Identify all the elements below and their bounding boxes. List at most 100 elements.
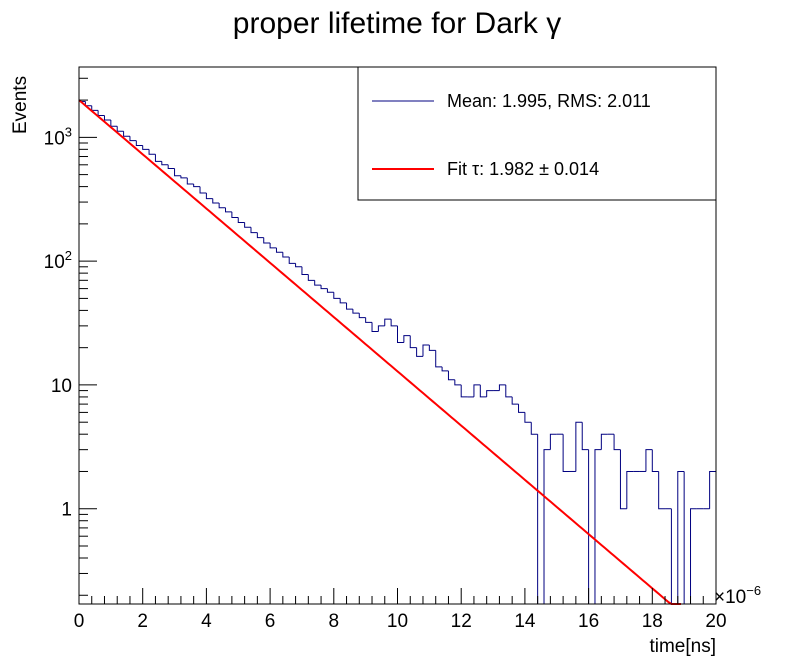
histogram-bin (594, 449, 602, 604)
histogram-bin (511, 396, 519, 405)
histogram-bin (282, 252, 290, 258)
histogram-bin (549, 433, 557, 450)
histogram-bin (581, 422, 589, 451)
y-axis-title: Events (10, 76, 31, 134)
histogram-bin (154, 154, 162, 162)
histogram-bin (250, 227, 258, 234)
chart-title: proper lifetime for Dark γ (233, 7, 561, 40)
legend-box (357, 66, 717, 201)
histogram-bin (358, 313, 366, 319)
histogram-bin (524, 412, 532, 423)
histogram-bin (479, 384, 487, 398)
histogram-bin (333, 292, 341, 299)
histogram-bin (435, 350, 443, 368)
x-tick-label: 6 (265, 611, 276, 632)
histogram-bin (384, 318, 392, 326)
y-tick-label: 1 (61, 500, 72, 521)
histogram-bin (339, 298, 347, 304)
histogram-bin (600, 433, 608, 450)
histogram-bin (346, 302, 353, 310)
histogram-bin (690, 508, 697, 604)
histogram-bin (193, 183, 201, 188)
histogram-bin (295, 263, 302, 268)
histogram-bin (288, 257, 296, 264)
x-tick-label: 4 (201, 611, 212, 632)
histogram-bin (186, 177, 194, 185)
histogram-bin (409, 335, 417, 349)
histogram-bin (256, 232, 264, 239)
legend-label-fit: Fit τ: 1.982 ± 0.014 (447, 159, 599, 179)
histogram-bin (416, 347, 423, 357)
x-tick-label: 16 (578, 611, 599, 632)
histogram-bin (307, 274, 315, 281)
fit-curve (78, 99, 681, 605)
y-tick-label: 10 (51, 376, 72, 397)
fit-layer (78, 99, 681, 605)
histogram-bin (352, 309, 360, 314)
histogram-bin (205, 193, 213, 200)
y-tick-label: 102 (44, 248, 72, 273)
histogram-bin (709, 470, 716, 509)
histogram-bin (180, 175, 188, 179)
histogram-bin (562, 434, 570, 472)
x-tick-label: 18 (642, 611, 663, 632)
histogram-bin (116, 126, 124, 132)
x-tick-label: 2 (137, 611, 148, 632)
histogram-bin (161, 161, 169, 166)
x-axis-title: time[ns] (649, 636, 716, 657)
histogram-bin (231, 211, 239, 219)
histogram-bin (212, 198, 220, 204)
histogram-bin (619, 449, 627, 510)
histogram-bin (142, 145, 150, 150)
histogram-bin (103, 115, 111, 121)
histogram-bin (422, 344, 430, 357)
histogram-bin (390, 319, 398, 327)
y-tick-label: 103 (44, 124, 72, 149)
histogram-bin (371, 322, 379, 333)
histogram-bin (301, 266, 309, 275)
histogram-bin (326, 288, 334, 293)
histogram-bin (575, 421, 583, 472)
histogram-bin (148, 149, 156, 155)
histogram-bin (543, 449, 551, 604)
histogram-bin (626, 470, 634, 509)
x-multiplier: ×10−6 (714, 583, 761, 608)
axis-layer: 0 2 4 6 8 10 12 14 16 18 20 1 10 102 103 (44, 77, 727, 632)
x-tick-label: 12 (451, 611, 472, 632)
histogram-bin (473, 384, 481, 397)
histogram-bin (530, 422, 538, 435)
histogram-bin (447, 370, 455, 381)
histogram-bin (377, 325, 385, 332)
histogram-bin (314, 280, 322, 286)
histogram-bin (174, 168, 181, 177)
histogram-bin (199, 186, 207, 194)
x-tick-label: 8 (329, 611, 340, 632)
histogram-bin (129, 136, 137, 142)
x-tick-label: 20 (705, 611, 726, 632)
histogram-bin (403, 335, 411, 343)
histogram-bin (397, 325, 404, 344)
legend: Mean: 1.995, RMS: 2.011 Fit τ: 1.982 ± 0… (357, 66, 717, 201)
histogram-bin (269, 243, 277, 249)
histogram-bin (651, 449, 659, 472)
legend-label-histogram: Mean: 1.995, RMS: 2.011 (447, 91, 651, 111)
histogram-bin (454, 379, 462, 386)
x-tick-label: 0 (74, 611, 85, 632)
histogram-bin (263, 237, 271, 244)
histogram-bin (613, 434, 621, 451)
histogram-bin (441, 366, 449, 372)
histogram-bin (135, 140, 143, 146)
histogram-bin (275, 247, 283, 253)
histogram-bin (505, 384, 513, 398)
histogram-bin (167, 164, 175, 170)
histogram-bin (428, 345, 436, 351)
histogram-bin (244, 222, 251, 228)
histogram-bin (218, 202, 226, 209)
histogram-bin (123, 131, 130, 137)
x-tick-label: 14 (514, 611, 536, 632)
x-tick-label: 10 (387, 611, 408, 632)
histogram-bin (658, 471, 666, 510)
histogram-bin (365, 317, 373, 323)
histogram-bin (498, 384, 506, 391)
histogram-bin (518, 404, 525, 413)
